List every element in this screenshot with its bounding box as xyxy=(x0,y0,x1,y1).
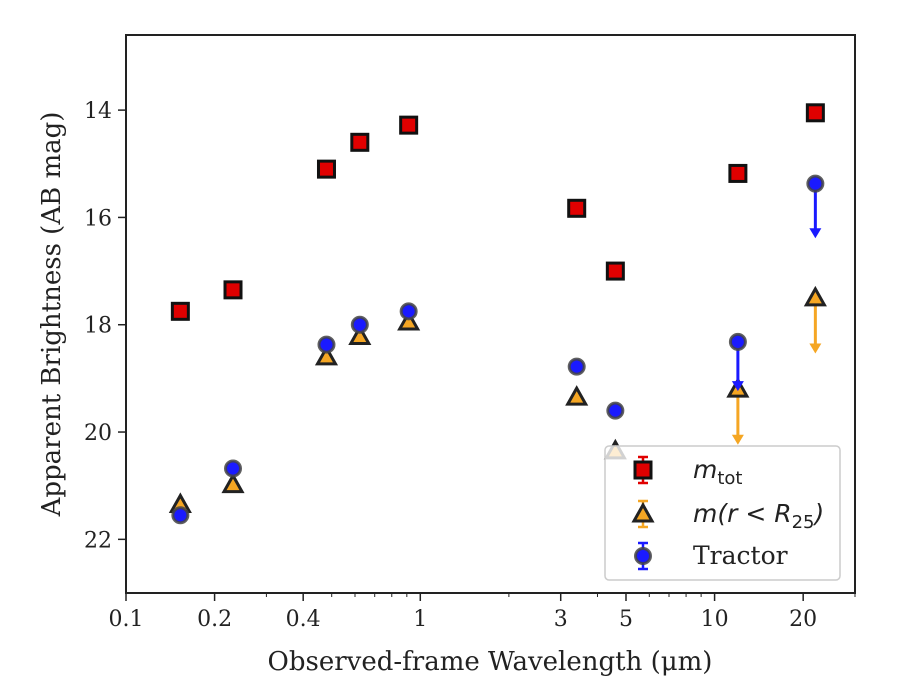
y-tick-label: 18 xyxy=(84,314,112,339)
data-point-triangle xyxy=(221,472,245,494)
x-tick-label: 0.1 xyxy=(109,607,144,632)
y-axis-label: Apparent Brightness (AB mag) xyxy=(37,112,67,518)
data-point-square xyxy=(567,198,587,218)
data-point-triangle xyxy=(803,285,827,307)
x-tick-label: 20 xyxy=(789,607,817,632)
plot-frame xyxy=(125,34,856,594)
x-tick-label: 0.4 xyxy=(286,607,321,632)
x-tick-label: 3 xyxy=(554,607,568,632)
legend-marker-triangle xyxy=(631,501,655,523)
x-tick-label: 10 xyxy=(701,607,729,632)
x-tick-label: 5 xyxy=(619,607,633,632)
data-point-square xyxy=(605,261,625,281)
y-tick-label: 22 xyxy=(84,528,112,553)
legend-marker-square xyxy=(633,460,653,480)
x-axis-ticks: 0.1 0.2 0.4 1 3 5 10 20 xyxy=(109,593,856,632)
data-point-triangle xyxy=(314,344,339,366)
series-square xyxy=(170,103,825,321)
y-tick-label: 14 xyxy=(84,99,112,124)
upper-limit-arrow-head xyxy=(809,228,822,239)
data-point-square xyxy=(399,115,419,135)
legend-label: Tractor xyxy=(693,541,788,570)
series-circle xyxy=(171,174,825,525)
upper-limit-arrow-head xyxy=(731,381,744,392)
data-point-square xyxy=(350,132,370,152)
legend-box xyxy=(604,445,841,581)
data-point-triangle xyxy=(565,385,589,406)
series-layer xyxy=(168,103,827,525)
upper-limit-arrow-head xyxy=(809,343,822,354)
data-point-square xyxy=(170,301,190,321)
legend-label: mtot xyxy=(693,455,743,489)
y-tick-label: 16 xyxy=(84,206,112,231)
legend-label: m(r < R25) xyxy=(693,499,824,533)
x-tick-label: 0.2 xyxy=(197,607,232,632)
data-point-square xyxy=(728,163,748,183)
data-point-triangle xyxy=(348,324,372,346)
x-tick-label: 1 xyxy=(413,607,427,632)
data-point-square xyxy=(316,159,336,179)
data-point-triangle xyxy=(397,309,421,331)
y-axis-ticks: 14 16 18 20 22 xyxy=(84,99,126,553)
x-axis-label: Observed-frame Wavelength (μm) xyxy=(268,647,713,677)
data-point-square xyxy=(805,103,825,123)
data-point-square xyxy=(223,280,243,300)
upper-limit-arrow-head xyxy=(731,434,744,445)
legend: mtot m(r < R25) Tractor xyxy=(604,445,841,581)
y-tick-label: 20 xyxy=(84,421,112,446)
